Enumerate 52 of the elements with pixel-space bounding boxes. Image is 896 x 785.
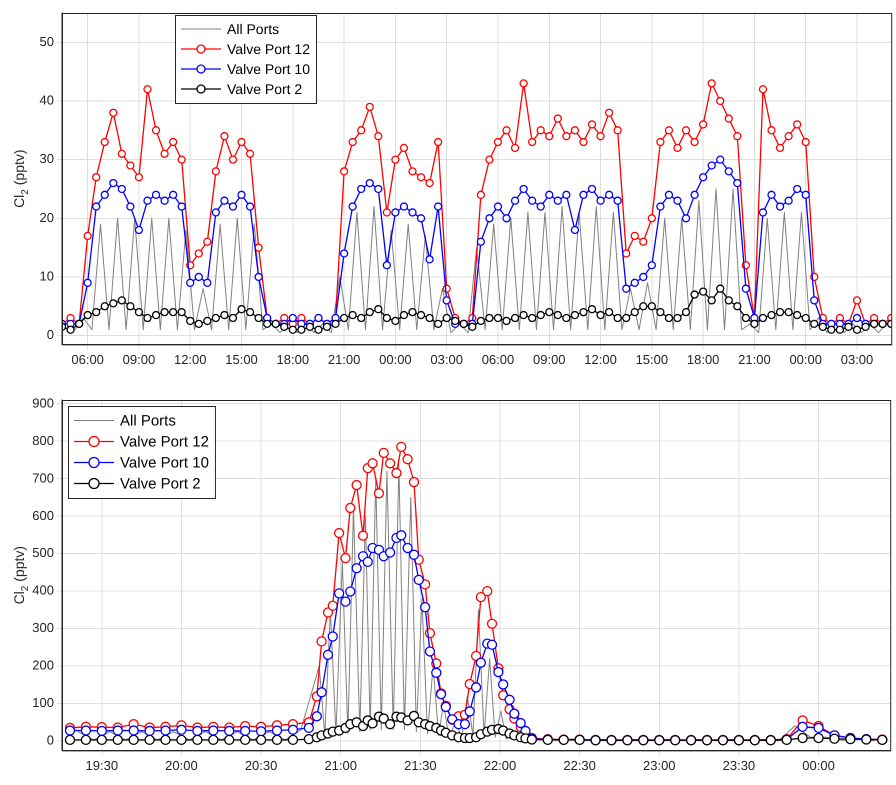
x-tick-label: 00:00: [802, 758, 835, 773]
y-tick-label: 900: [32, 395, 54, 410]
y-tick-label: 20: [40, 210, 54, 225]
y-tick-label: 700: [32, 470, 54, 486]
x-tick-label: 19:30: [86, 758, 118, 773]
y-axis-title: Cl2 (pptv): [11, 149, 31, 208]
y-tick-label: 40: [40, 92, 54, 108]
y-tick-label: 600: [32, 508, 54, 523]
x-tick-label: 22:30: [563, 758, 596, 773]
legend-label: All Ports: [227, 20, 280, 37]
x-tick-label: 00:00: [379, 352, 412, 367]
x-tick-label: 12:00: [584, 352, 617, 367]
x-tick-label: 21:00: [738, 352, 771, 367]
x-tick-label: 09:00: [122, 352, 156, 367]
y-tick-label: 50: [40, 34, 54, 49]
legend-label: Valve Port 2: [120, 476, 201, 493]
x-tick-label: 23:00: [642, 758, 676, 773]
x-tick-label: 15:00: [225, 352, 258, 367]
y-tick-label: 0: [46, 732, 54, 748]
y-tick-label: 0: [46, 327, 54, 342]
y-tick-label: 400: [32, 582, 54, 598]
x-tick-label: 12:00: [174, 352, 206, 367]
x-tick-label: 21:00: [328, 352, 360, 367]
y-tick-label: 10: [40, 268, 54, 284]
legend-label: Valve Port 10: [120, 454, 209, 472]
legend-label: All Ports: [120, 412, 176, 430]
x-tick-label: 09:00: [532, 352, 566, 367]
legend-label: Valve Port 2: [227, 80, 302, 97]
x-tick-label: 06:00: [71, 352, 104, 367]
x-tick-label: 20:00: [165, 758, 198, 773]
legend-label: Valve Port 12: [120, 434, 209, 451]
legend-label: Valve Port 12: [227, 40, 310, 57]
x-tick-label: 03:00: [840, 352, 874, 367]
y-tick-label: 100: [32, 695, 54, 710]
x-tick-label: 03:00: [430, 352, 463, 367]
x-tick-label: 23:30: [722, 758, 756, 773]
x-tick-label: 21:00: [324, 758, 357, 773]
legend-label: Valve Port 10: [227, 60, 310, 77]
x-tick-label: 00:00: [789, 352, 822, 367]
x-tick-label: 20:30: [244, 758, 278, 773]
x-tick-label: 22:00: [484, 758, 516, 773]
y-tick-label: 300: [32, 620, 54, 636]
x-tick-label: 06:00: [482, 352, 514, 367]
y-axis-title: Cl2 (pptv): [11, 546, 31, 604]
y-tick-label: 200: [32, 658, 54, 673]
x-tick-label: 21:30: [404, 758, 437, 773]
x-tick-label: 18:00: [686, 352, 720, 367]
y-tick-label: 30: [40, 151, 54, 166]
y-tick-label: 500: [32, 545, 54, 560]
x-tick-label: 15:00: [636, 352, 668, 367]
x-tick-label: 18:00: [276, 352, 310, 367]
y-tick-label: 800: [32, 432, 54, 448]
